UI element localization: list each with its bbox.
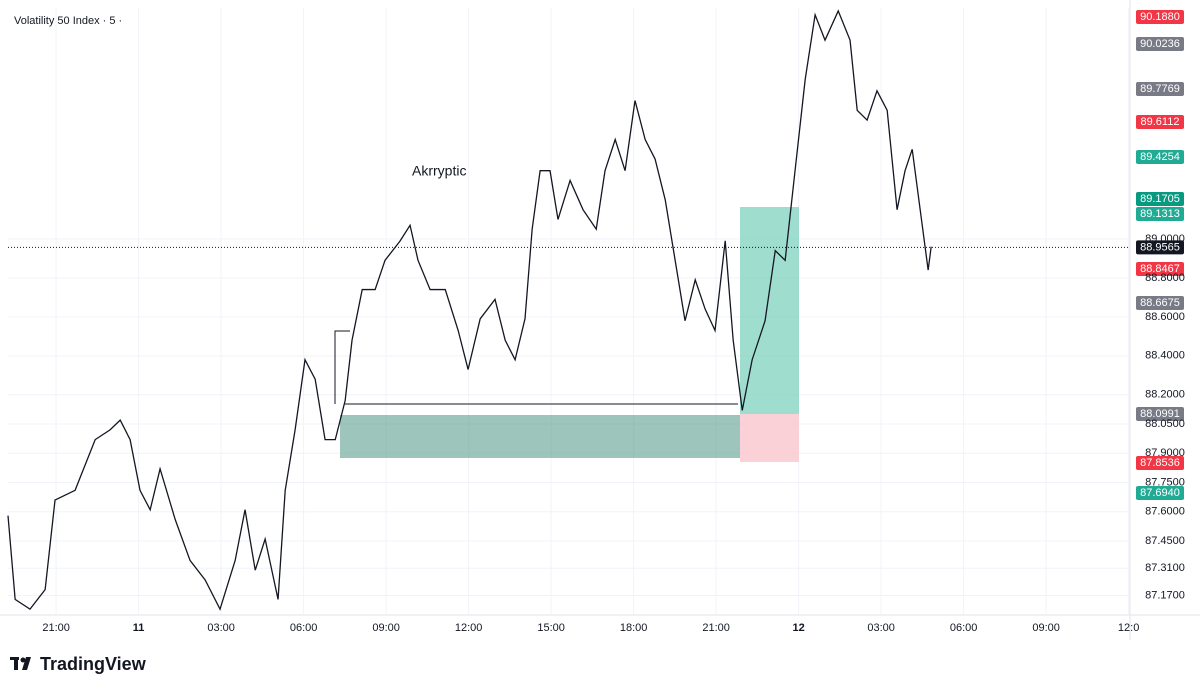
brand-logo: TradingView <box>10 654 147 674</box>
price-tag <box>1136 150 1184 164</box>
price-line <box>7 9 932 611</box>
price-tags: 90.1880 90.0236 89.7769 89.6112 89.4254 89.17… <box>1136 10 1184 500</box>
y-tick-label: 87.7500 <box>1145 476 1185 488</box>
price-tag <box>1136 407 1184 421</box>
price-tag-label: 87.8536 <box>1140 457 1180 469</box>
x-tick-label: 09:00 <box>372 622 400 634</box>
price-tag-label: 90.1880 <box>1140 11 1180 23</box>
x-tick-label: 21:00 <box>702 622 730 634</box>
price-tag <box>1136 10 1184 24</box>
x-tick-label: 12:0 <box>1118 622 1139 634</box>
x-tick-label: 11 <box>133 622 145 634</box>
x-tick-label: 06:00 <box>950 622 978 634</box>
price-tag-label: 88.6675 <box>1140 297 1180 309</box>
x-tick-label: 18:00 <box>620 622 648 634</box>
price-tag <box>1136 486 1184 500</box>
y-tick-label: 88.8000 <box>1145 272 1185 284</box>
x-tick-label: 06:00 <box>290 622 318 634</box>
y-tick-label: 88.6000 <box>1145 311 1185 323</box>
price-tag <box>1136 37 1184 51</box>
y-tick-label: 87.9000 <box>1145 447 1185 459</box>
bracket <box>334 330 350 404</box>
price-tag-label: 89.4254 <box>1140 151 1180 163</box>
long-target-zone <box>740 207 799 414</box>
current-price-label: 88.9565 <box>1140 241 1180 253</box>
x-tick-label: 12 <box>793 622 805 634</box>
brand: TradingView <box>40 654 147 674</box>
demand-zone <box>340 415 740 458</box>
y-tick-label: 88.2000 <box>1145 389 1185 401</box>
chart-title: Volatility 50 Index · 5 · <box>14 15 122 27</box>
grid <box>8 8 1130 615</box>
price-tag <box>1136 262 1184 276</box>
long-stop-zone <box>740 414 799 462</box>
y-tick-label: 89.0000 <box>1145 233 1185 245</box>
x-tick-label: 03:00 <box>867 622 895 634</box>
y-tick-label: 88.4000 <box>1145 350 1185 362</box>
y-tick-label: 87.4500 <box>1145 535 1185 547</box>
price-tag-label: 89.1705 <box>1140 193 1180 205</box>
price-tag <box>1136 207 1184 221</box>
x-tick-label: 09:00 <box>1032 622 1060 634</box>
annotation: Akrryptic <box>412 163 466 179</box>
price-tag-label: 89.7769 <box>1140 83 1180 95</box>
price-tag <box>1136 115 1184 129</box>
price-tag <box>1136 192 1184 206</box>
price-tag-label: 89.1313 <box>1140 208 1180 220</box>
x-tick-label: 21:00 <box>42 622 70 634</box>
plot <box>7 9 1130 611</box>
price-tag-label: 90.0236 <box>1140 38 1180 50</box>
price-tag-label: 88.8467 <box>1140 263 1180 275</box>
price-tag-label: 89.6112 <box>1141 116 1180 128</box>
price-tag-label: 88.0991 <box>1140 408 1180 420</box>
y-tick-label: 87.6000 <box>1145 506 1185 518</box>
x-tick-label: 03:00 <box>207 622 235 634</box>
y-tick-label: 87.1700 <box>1145 589 1185 601</box>
price-tag <box>1136 296 1184 310</box>
y-tick-label: 88.0500 <box>1145 418 1185 430</box>
y-tick-label: 87.3100 <box>1145 562 1185 574</box>
price-tag-label: 87.6940 <box>1140 487 1180 499</box>
x-tick-label: 15:00 <box>537 622 565 634</box>
current-price-tag <box>1136 240 1184 255</box>
price-tag <box>1136 82 1184 96</box>
price-tag <box>1136 456 1184 470</box>
x-tick-label: 12:00 <box>455 622 483 634</box>
